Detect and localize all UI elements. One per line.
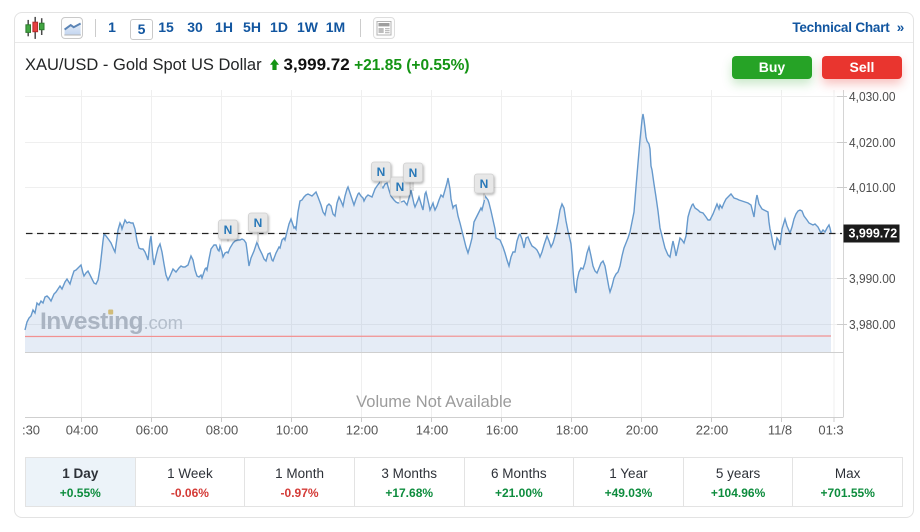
svg-text:22:00: 22:00: [696, 423, 729, 438]
svg-text:N: N: [480, 177, 489, 191]
svg-text:Volume Not Available: Volume Not Available: [356, 393, 512, 411]
svg-text:Investıng: Investıng: [40, 308, 143, 335]
svg-text:06:00: 06:00: [136, 423, 169, 438]
svg-text:3,980.00: 3,980.00: [849, 317, 896, 332]
svg-text:N: N: [409, 166, 418, 180]
svg-text:14:00: 14:00: [416, 423, 449, 438]
svg-text:11/8: 11/8: [768, 423, 792, 438]
svg-text:4,020.00: 4,020.00: [849, 135, 896, 150]
svg-text:3,990.00: 3,990.00: [849, 271, 896, 286]
svg-text:16:00: 16:00: [486, 423, 519, 438]
svg-text:01:3: 01:3: [818, 423, 843, 438]
svg-text:10:00: 10:00: [276, 423, 309, 438]
svg-text:04:00: 04:00: [66, 423, 99, 438]
svg-text:08:00: 08:00: [206, 423, 239, 438]
svg-text:20:00: 20:00: [626, 423, 659, 438]
svg-text:N: N: [377, 165, 386, 179]
svg-text:4,010.00: 4,010.00: [849, 180, 896, 195]
svg-text:.com: .com: [144, 312, 183, 333]
svg-text:N: N: [254, 216, 263, 230]
svg-text:N: N: [224, 223, 233, 237]
svg-text:4,030.00: 4,030.00: [849, 89, 896, 104]
svg-text:12:00: 12:00: [346, 423, 379, 438]
svg-text::30: :30: [22, 423, 40, 438]
svg-text:18:00: 18:00: [556, 423, 589, 438]
svg-text:3,999.72: 3,999.72: [849, 227, 898, 241]
svg-text:N: N: [396, 180, 405, 194]
